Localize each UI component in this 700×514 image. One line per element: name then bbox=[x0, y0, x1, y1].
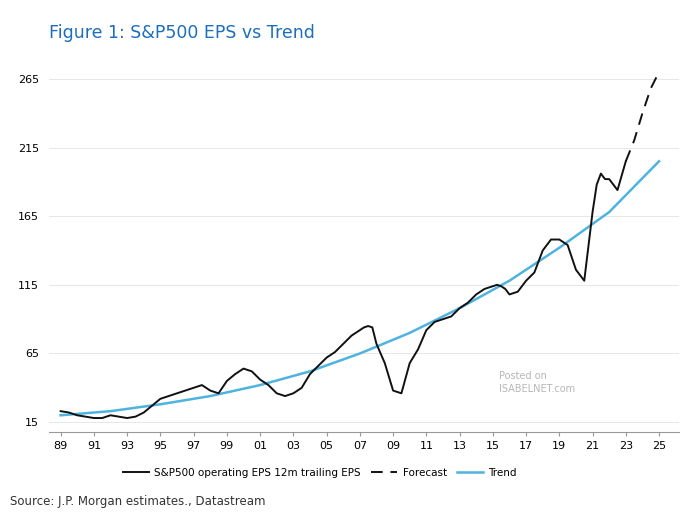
Text: Figure 1: S&P500 EPS vs Trend: Figure 1: S&P500 EPS vs Trend bbox=[49, 24, 315, 42]
Text: Posted on
ISABELNET.com: Posted on ISABELNET.com bbox=[500, 371, 575, 394]
Text: Source: J.P. Morgan estimates., Datastream: Source: J.P. Morgan estimates., Datastre… bbox=[10, 495, 266, 508]
Legend: S&P500 operating EPS 12m trailing EPS, Forecast, Trend: S&P500 operating EPS 12m trailing EPS, F… bbox=[119, 463, 521, 482]
